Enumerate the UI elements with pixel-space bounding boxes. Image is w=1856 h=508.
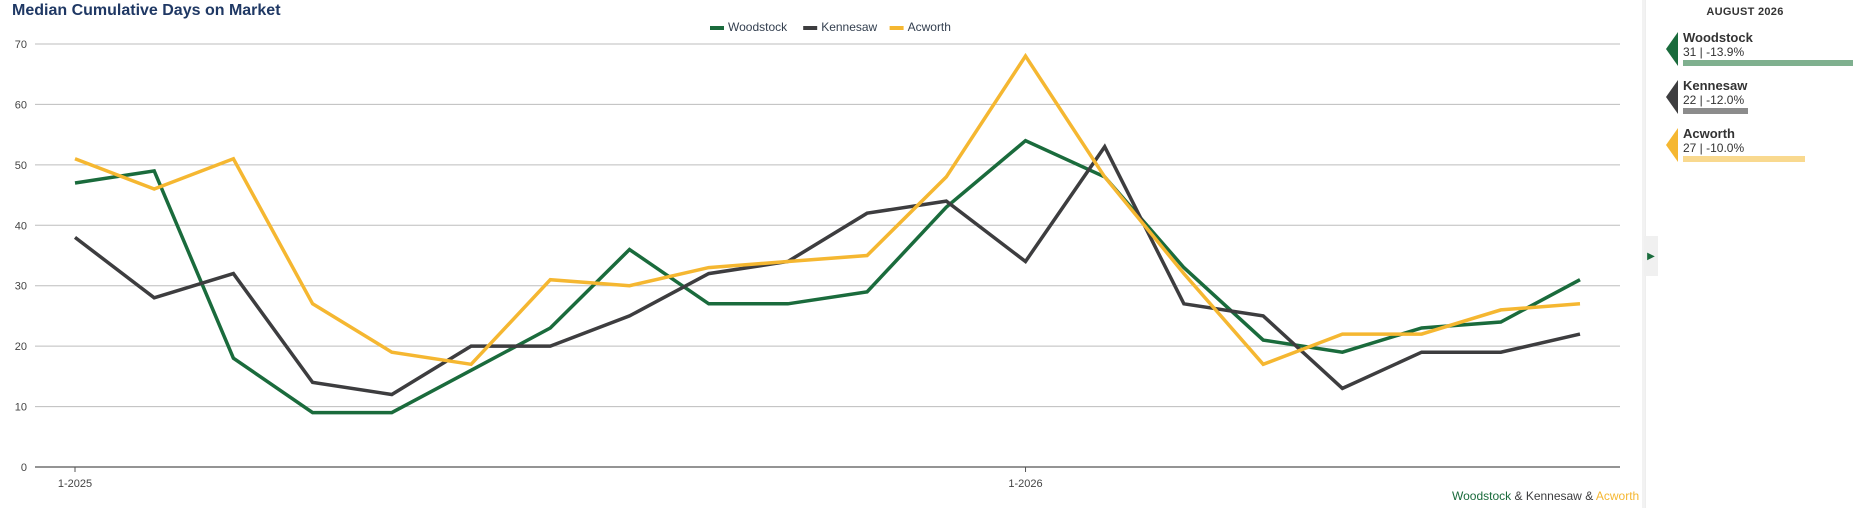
summary-card-kennesaw[interactable]: Kennesaw 22 | -12.0% <box>1666 78 1856 118</box>
panel-month-header: AUGUST 2026 <box>1706 6 1784 18</box>
y-axis-tick-labels: 0 10 20 30 40 50 60 70 <box>15 39 27 474</box>
legend-swatch <box>803 26 818 30</box>
card-stats: 27 | -10.0% <box>1683 141 1745 155</box>
marker-arrow-icon <box>1666 32 1678 66</box>
marker-arrow-icon <box>1666 128 1678 162</box>
card-name: Kennesaw <box>1683 78 1748 93</box>
summary-panel <box>1645 0 1856 508</box>
summary-card-acworth[interactable]: Acworth 27 | -10.0% <box>1666 126 1856 166</box>
footer-sep: & <box>1511 489 1526 503</box>
y-tick-label: 30 <box>15 281 27 293</box>
x-tick-label: 1-2025 <box>58 478 92 490</box>
footer-acworth: Acworth <box>1595 489 1640 503</box>
legend-label: Acworth <box>908 20 951 34</box>
x-axis-tick-labels: 1-2025 1-2026 <box>58 467 1043 490</box>
x-tick-label: 1-2026 <box>1008 478 1042 490</box>
series-lines <box>73 52 1581 415</box>
y-tick-label: 10 <box>15 402 27 414</box>
y-tick-label: 60 <box>15 99 27 111</box>
chart-title: Median Cumulative Days on Market <box>12 2 281 19</box>
chevron-right-icon: ▶ <box>1647 250 1655 262</box>
card-bar <box>1683 156 1805 162</box>
legend-swatch <box>710 26 724 30</box>
series-line-acworth <box>74 52 1581 367</box>
footer-kennesaw: Kennesaw <box>1525 489 1582 503</box>
series-line-woodstock <box>74 138 1581 415</box>
card-bar <box>1683 108 1748 114</box>
chart-legend: Woodstock Kennesaw Acworth <box>710 20 951 34</box>
series-line-kennesaw <box>73 143 1581 397</box>
line-chart: 0 10 20 30 40 50 60 70 1-2025 1-2026 Woodstock Ke… <box>15 20 1620 490</box>
y-tick-label: 20 <box>15 341 27 353</box>
footer-sep: & <box>1581 489 1596 503</box>
card-name: Acworth <box>1683 126 1735 141</box>
card-name: Woodstock <box>1683 30 1753 45</box>
panel-toggle-button[interactable]: ▶ <box>1644 236 1658 276</box>
legend-label: Kennesaw <box>821 20 877 34</box>
y-tick-label: 70 <box>15 39 27 51</box>
footer-series-caption: Woodstock & Kennesaw & Acworth <box>1452 489 1639 503</box>
grid-lines <box>35 43 1620 468</box>
y-tick-label: 50 <box>15 160 27 172</box>
panel-divider <box>1642 0 1645 508</box>
card-stats: 22 | -12.0% <box>1683 93 1745 107</box>
card-bar <box>1683 60 1853 66</box>
legend-swatch <box>889 26 904 30</box>
marker-arrow-icon <box>1666 80 1678 114</box>
legend-label: Woodstock <box>728 20 788 34</box>
y-tick-label: 40 <box>15 220 27 232</box>
summary-card-woodstock[interactable]: Woodstock 31 | -13.9% <box>1666 30 1856 70</box>
y-tick-label: 0 <box>21 462 27 474</box>
card-stats: 31 | -13.9% <box>1683 45 1745 59</box>
footer-woodstock: Woodstock <box>1452 489 1512 503</box>
